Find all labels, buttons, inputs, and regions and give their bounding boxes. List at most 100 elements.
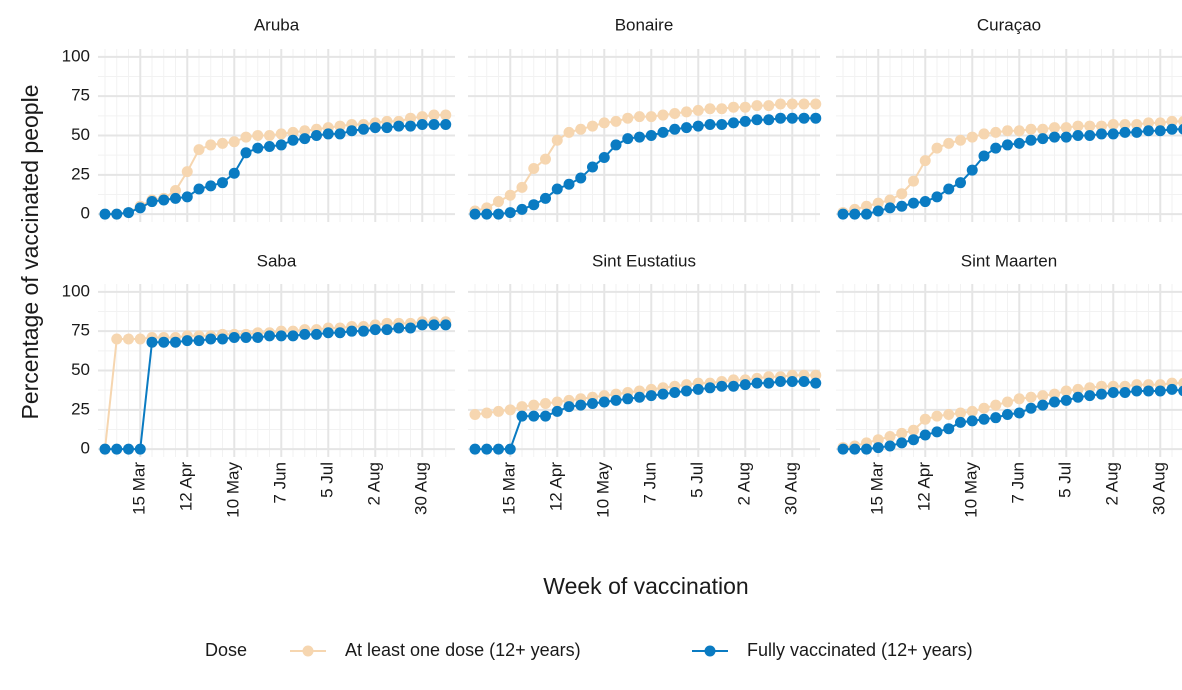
data-point — [428, 118, 440, 130]
x-tick-label: 15 Mar — [868, 462, 887, 515]
data-point — [322, 327, 334, 339]
data-point — [587, 161, 598, 173]
data-point — [481, 443, 493, 455]
panel-title: Bonaire — [615, 15, 674, 34]
data-point — [872, 205, 884, 217]
data-point — [1178, 123, 1182, 135]
data-point — [528, 163, 540, 175]
data-point — [955, 416, 966, 428]
data-point — [931, 410, 943, 422]
data-point — [751, 114, 763, 126]
data-point — [1049, 388, 1060, 400]
data-point — [990, 412, 1002, 424]
data-point — [786, 376, 798, 388]
data-point — [287, 134, 299, 146]
data-point — [264, 141, 275, 153]
y-tick-label: 50 — [71, 125, 90, 144]
data-point — [681, 122, 692, 134]
data-point — [1154, 117, 1166, 129]
data-point — [1060, 394, 1072, 406]
y-tick-label: 25 — [71, 164, 90, 183]
data-point — [99, 208, 111, 220]
data-point — [978, 402, 990, 414]
data-point — [1084, 120, 1096, 132]
x-tick-label: 30 Aug — [782, 462, 801, 515]
data-point — [369, 122, 381, 134]
data-point — [528, 399, 540, 411]
data-point — [775, 98, 786, 110]
data-point — [669, 387, 681, 399]
y-tick-label: 0 — [81, 439, 90, 458]
data-point — [134, 202, 146, 214]
data-point — [369, 324, 381, 336]
data-point — [896, 200, 908, 212]
data-point — [704, 382, 716, 394]
data-point — [228, 331, 240, 343]
data-point — [252, 331, 264, 343]
data-point — [205, 333, 217, 345]
data-point — [657, 126, 669, 138]
data-point — [966, 164, 978, 176]
data-point — [751, 377, 763, 389]
data-point — [1107, 387, 1119, 399]
data-point — [1025, 134, 1037, 146]
legend-swatch — [302, 645, 314, 657]
data-point — [528, 410, 540, 422]
data-point — [1037, 390, 1049, 402]
data-point — [751, 100, 763, 112]
data-point — [704, 103, 716, 115]
data-point — [728, 101, 739, 113]
data-point — [393, 120, 405, 132]
x-tick-label: 10 May — [594, 462, 613, 518]
panel-title: Sint Maarten — [961, 251, 1057, 270]
data-point — [1143, 125, 1154, 137]
data-point — [763, 114, 775, 126]
data-point — [990, 126, 1002, 138]
data-point — [146, 196, 158, 208]
data-point — [1025, 391, 1037, 403]
data-point — [99, 443, 111, 455]
data-point — [1037, 133, 1049, 145]
data-point — [872, 442, 884, 454]
data-point — [1178, 377, 1182, 389]
data-point — [311, 328, 322, 340]
data-point — [955, 134, 966, 146]
data-point — [275, 330, 287, 342]
data-point — [1002, 396, 1013, 408]
data-point — [252, 130, 264, 141]
data-point — [775, 376, 786, 388]
data-point — [728, 117, 739, 129]
data-point — [622, 133, 634, 145]
data-point — [358, 123, 369, 135]
data-point — [657, 388, 669, 400]
data-point — [1049, 122, 1060, 134]
data-point — [849, 443, 861, 455]
data-point — [1143, 117, 1154, 129]
data-point — [358, 325, 369, 337]
data-point — [493, 208, 504, 220]
data-point — [299, 125, 311, 137]
data-point — [645, 111, 657, 123]
data-point — [943, 137, 955, 149]
data-point — [1013, 393, 1025, 405]
data-point — [931, 142, 943, 154]
data-point — [504, 207, 516, 219]
data-point — [1072, 383, 1084, 395]
data-point — [908, 175, 919, 187]
data-point — [428, 109, 440, 121]
x-tick-label: 7 Jun — [641, 462, 660, 504]
data-point — [322, 128, 334, 140]
data-point — [240, 331, 252, 343]
panel-title: Aruba — [254, 15, 300, 34]
data-point — [1060, 131, 1072, 143]
data-point — [919, 196, 931, 208]
data-point — [1084, 382, 1096, 394]
data-point — [810, 377, 822, 389]
data-point — [786, 112, 798, 124]
data-point — [622, 112, 634, 124]
data-point — [634, 111, 645, 123]
x-tick-label: 5 Jul — [1056, 462, 1075, 498]
data-point — [692, 383, 704, 395]
data-point — [610, 139, 622, 151]
